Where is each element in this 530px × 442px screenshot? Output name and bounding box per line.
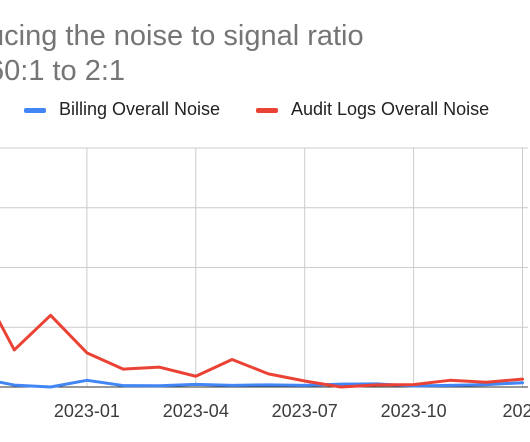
series-line-billing	[0, 378, 524, 389]
x-tick-label-1: 2023-01	[54, 401, 120, 421]
x-tick-label-4: 2023-10	[381, 401, 447, 421]
x-tick-label-5: 2024	[502, 401, 530, 421]
series-line-audit-logs	[0, 313, 524, 389]
chart-title-line-2: 60:1 to 2:1	[0, 55, 126, 87]
chart-title-line-1: ucing the noise to signal ratio	[0, 20, 364, 52]
legend-label-audit-logs: Audit Logs Overall Noise	[291, 99, 490, 119]
legend-swatch-billing	[24, 108, 46, 113]
legend-swatch-audit-logs	[256, 108, 278, 113]
x-tick-label-3: 2023-07	[272, 401, 338, 421]
legend-label-billing: Billing Overall Noise	[59, 99, 221, 119]
x-tick-label-2: 2023-04	[163, 401, 229, 421]
